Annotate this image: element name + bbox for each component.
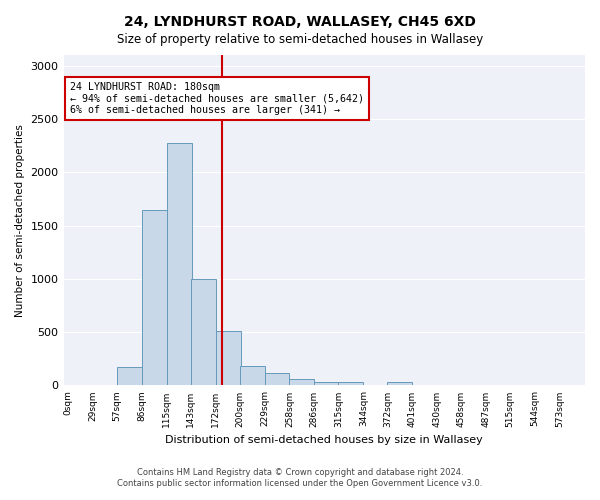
- Bar: [191, 279, 215, 386]
- Text: 24 LYNDHURST ROAD: 180sqm
← 94% of semi-detached houses are smaller (5,642)
6% o: 24 LYNDHURST ROAD: 180sqm ← 94% of semi-…: [70, 82, 364, 115]
- Bar: [265, 373, 289, 386]
- Bar: [142, 210, 167, 386]
- Bar: [314, 382, 338, 386]
- Text: Size of property relative to semi-detached houses in Wallasey: Size of property relative to semi-detach…: [117, 32, 483, 46]
- Bar: [215, 331, 241, 386]
- Bar: [338, 382, 364, 386]
- Text: 24, LYNDHURST ROAD, WALLASEY, CH45 6XD: 24, LYNDHURST ROAD, WALLASEY, CH45 6XD: [124, 15, 476, 29]
- Bar: [117, 367, 142, 386]
- Bar: [388, 382, 412, 386]
- Bar: [167, 143, 191, 386]
- Bar: [289, 379, 314, 386]
- Y-axis label: Number of semi-detached properties: Number of semi-detached properties: [15, 124, 25, 316]
- Text: Contains HM Land Registry data © Crown copyright and database right 2024.
Contai: Contains HM Land Registry data © Crown c…: [118, 468, 482, 487]
- X-axis label: Distribution of semi-detached houses by size in Wallasey: Distribution of semi-detached houses by …: [166, 435, 483, 445]
- Bar: [239, 366, 265, 386]
